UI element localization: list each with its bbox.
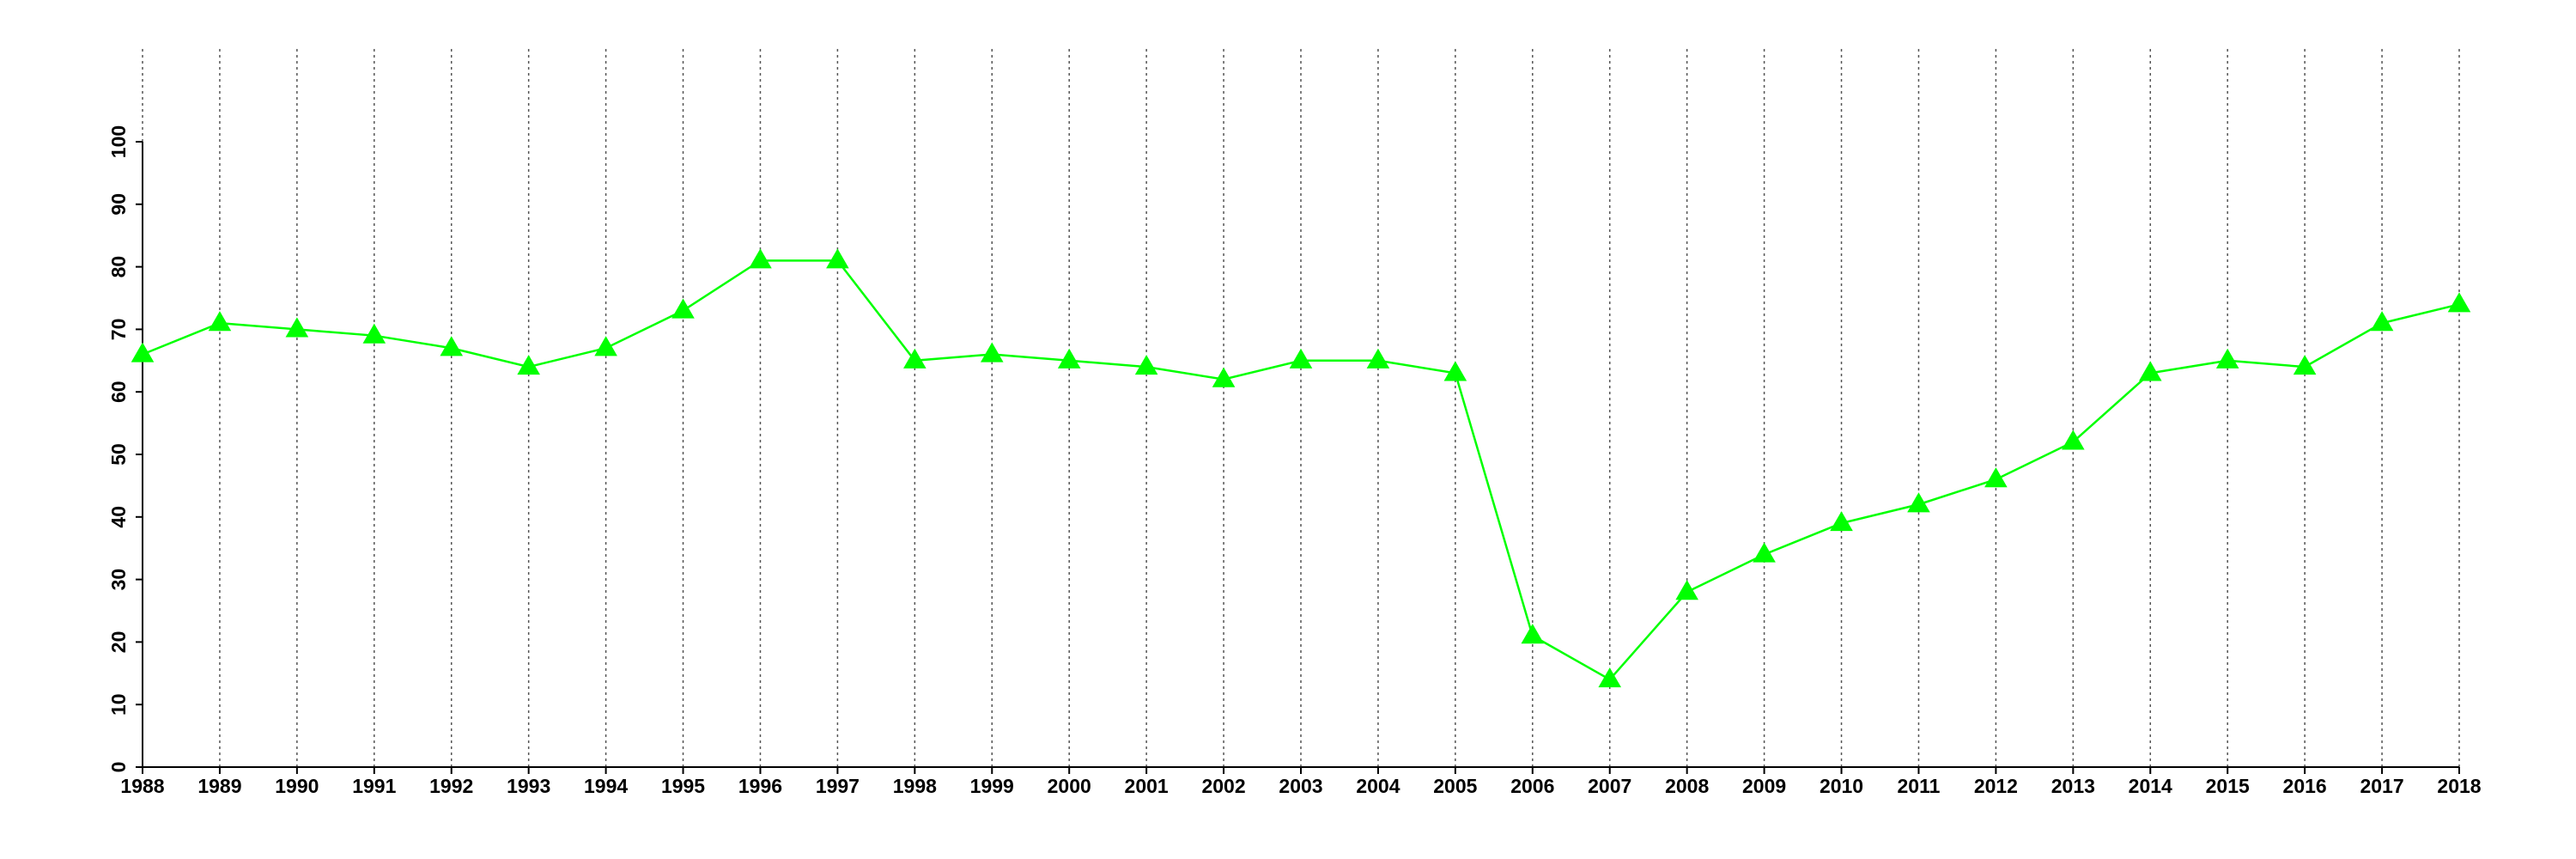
- y-tick-label: 60: [107, 381, 130, 403]
- x-tick-label: 1989: [197, 775, 241, 797]
- marker: [440, 336, 464, 356]
- y-tick-label: 50: [107, 443, 130, 466]
- x-tick-label: 2009: [1742, 775, 1786, 797]
- marker: [594, 336, 617, 356]
- x-tick-label: 2011: [1898, 775, 1941, 797]
- marker: [2215, 348, 2239, 369]
- y-tick-label: 80: [107, 256, 130, 278]
- y-tick-label: 100: [107, 125, 130, 158]
- x-tick-label: 1996: [738, 775, 782, 797]
- x-tick-label: 2001: [1125, 775, 1169, 797]
- x-tick-label: 1994: [584, 775, 628, 797]
- x-tick-label: 1998: [893, 775, 937, 797]
- marker: [2062, 430, 2085, 450]
- y-tick-label: 90: [107, 193, 130, 216]
- x-tick-label: 2014: [2129, 775, 2172, 797]
- marker: [1366, 348, 1390, 369]
- marker: [517, 355, 540, 375]
- marker: [903, 348, 927, 369]
- marker: [131, 342, 155, 362]
- marker: [1212, 367, 1236, 387]
- x-tick-label: 1999: [970, 775, 1014, 797]
- y-tick-label: 30: [107, 569, 130, 591]
- marker: [1984, 467, 2008, 488]
- marker: [1753, 542, 1776, 563]
- x-tick-label: 2010: [1820, 775, 1863, 797]
- x-tick-label: 1991: [352, 775, 396, 797]
- y-tick-label: 0: [107, 762, 130, 773]
- marker: [208, 311, 232, 332]
- marker: [1521, 624, 1545, 644]
- marker: [671, 298, 695, 319]
- marker: [362, 323, 386, 344]
- y-tick-label: 40: [107, 506, 130, 528]
- marker: [2370, 311, 2394, 332]
- x-tick-label: 2015: [2206, 775, 2250, 797]
- x-tick-label: 2018: [2437, 775, 2481, 797]
- x-tick-label: 2007: [1588, 775, 1631, 797]
- x-tick-label: 1995: [661, 775, 705, 797]
- x-tick-label: 1993: [507, 775, 550, 797]
- x-tick-label: 2002: [1201, 775, 1245, 797]
- y-tick-label: 20: [107, 631, 130, 654]
- marker: [2293, 355, 2317, 375]
- x-tick-label: 2017: [2360, 775, 2403, 797]
- marker: [1598, 667, 1622, 688]
- x-tick-label: 2005: [1433, 775, 1477, 797]
- y-tick-label: 70: [107, 319, 130, 341]
- y-tick-label: 10: [107, 693, 130, 716]
- marker: [1134, 355, 1158, 375]
- marker: [1289, 348, 1313, 369]
- x-tick-label: 2008: [1665, 775, 1709, 797]
- marker: [1443, 361, 1467, 381]
- x-tick-label: 2006: [1510, 775, 1554, 797]
- x-tick-label: 2013: [2051, 775, 2095, 797]
- marker: [1907, 492, 1930, 513]
- x-tick-label: 1990: [275, 775, 319, 797]
- x-tick-label: 2000: [1048, 775, 1091, 797]
- x-tick-label: 1997: [816, 775, 860, 797]
- marker: [1057, 348, 1081, 369]
- marker: [2138, 361, 2162, 381]
- x-tick-label: 1988: [120, 775, 164, 797]
- marker: [2447, 292, 2471, 313]
- marker: [285, 317, 309, 338]
- marker: [826, 248, 849, 269]
- x-tick-label: 1992: [429, 775, 473, 797]
- x-tick-label: 2004: [1356, 775, 1400, 797]
- marker: [980, 342, 1004, 362]
- marker: [749, 248, 772, 269]
- marker: [1675, 580, 1698, 600]
- x-tick-label: 2003: [1279, 775, 1322, 797]
- marker: [1830, 511, 1853, 532]
- x-tick-label: 2012: [1974, 775, 2018, 797]
- x-tick-label: 2016: [2283, 775, 2327, 797]
